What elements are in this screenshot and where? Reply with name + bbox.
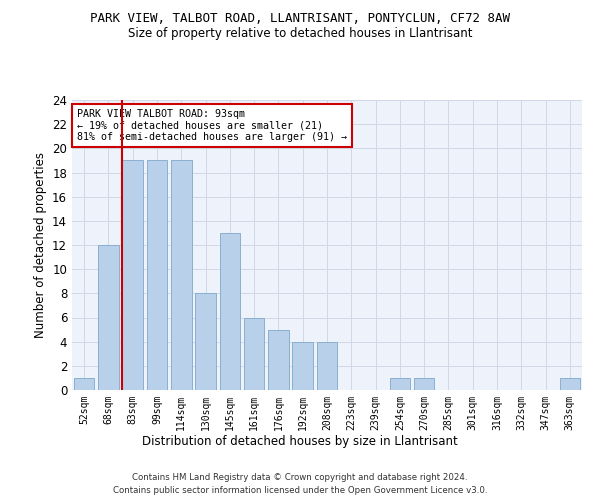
Text: PARK VIEW, TALBOT ROAD, LLANTRISANT, PONTYCLUN, CF72 8AW: PARK VIEW, TALBOT ROAD, LLANTRISANT, PON… [90,12,510,26]
Bar [171,160,191,390]
Bar [292,342,313,390]
Text: Contains public sector information licensed under the Open Government Licence v3: Contains public sector information licen… [113,486,487,495]
Bar [122,160,143,390]
Bar [244,318,265,390]
Bar [560,378,580,390]
Bar [268,330,289,390]
Bar [74,378,94,390]
Bar [195,294,216,390]
Text: Size of property relative to detached houses in Llantrisant: Size of property relative to detached ho… [128,28,472,40]
Bar [146,160,167,390]
Bar [389,378,410,390]
Bar [220,233,240,390]
Text: PARK VIEW TALBOT ROAD: 93sqm
← 19% of detached houses are smaller (21)
81% of se: PARK VIEW TALBOT ROAD: 93sqm ← 19% of de… [77,108,347,142]
Text: Distribution of detached houses by size in Llantrisant: Distribution of detached houses by size … [142,435,458,448]
Text: Contains HM Land Registry data © Crown copyright and database right 2024.: Contains HM Land Registry data © Crown c… [132,472,468,482]
Bar [414,378,434,390]
Bar [98,245,119,390]
Bar [317,342,337,390]
Y-axis label: Number of detached properties: Number of detached properties [34,152,47,338]
